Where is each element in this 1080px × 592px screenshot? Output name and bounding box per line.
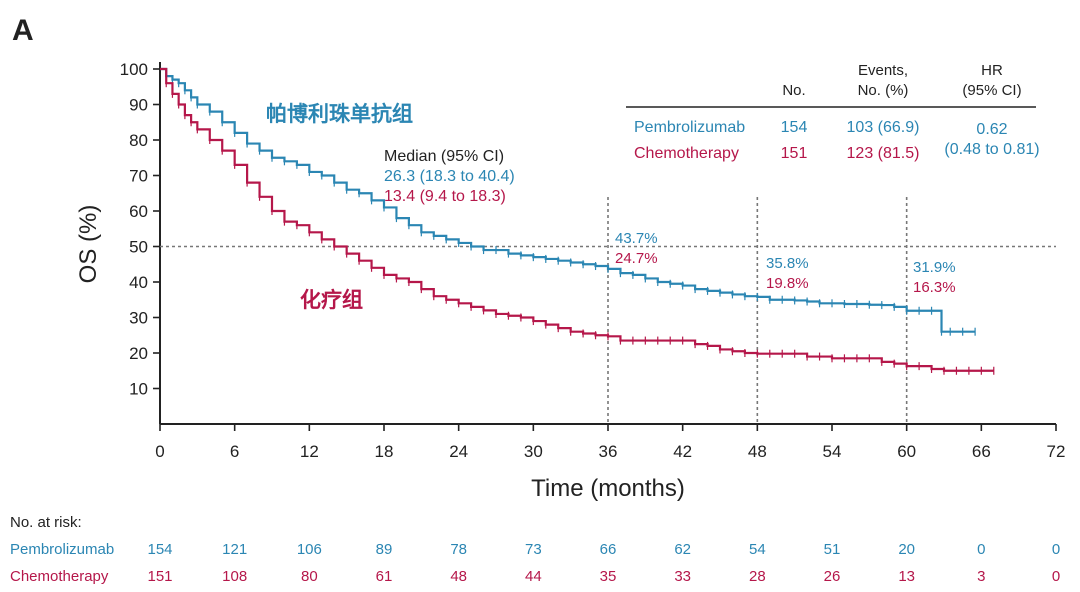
hr-value: 0.62	[976, 121, 1007, 138]
risk-value: 154	[147, 541, 172, 558]
risk-value: 3	[977, 568, 985, 585]
landmark-60-chemo: 16.3%	[913, 279, 956, 296]
x-tick-label-30: 30	[524, 442, 543, 461]
header-events-2: No. (%)	[858, 82, 909, 99]
landmark-36-chemo: 24.7%	[615, 250, 658, 267]
risk-value: 35	[600, 568, 617, 585]
x-tick-label-6: 6	[230, 442, 239, 461]
risk-value: 28	[749, 568, 766, 585]
reference-lines	[160, 197, 1056, 424]
panel-label: A	[12, 14, 34, 47]
y-tick-label-30: 30	[129, 309, 148, 328]
y-tick-label-100: 100	[120, 60, 148, 79]
risk-value: 66	[600, 541, 617, 558]
median-pembro: 26.3 (18.3 to 40.4)	[384, 168, 515, 185]
y-tick-label-70: 70	[129, 167, 148, 186]
hr-ci: (0.48 to 0.81)	[944, 141, 1039, 158]
risk-value: 44	[525, 568, 542, 585]
y-tick-label-90: 90	[129, 96, 148, 115]
x-tick-label-72: 72	[1047, 442, 1066, 461]
risk-value: 89	[376, 541, 393, 558]
risk-value: 20	[898, 541, 915, 558]
x-axis-label: Time (months)	[531, 475, 685, 502]
risk-values: 154 121 106 89 78 73 66 62 54 51 20 0 0 151 108 80 61 48 4…	[147, 541, 1060, 585]
risk-value: 51	[824, 541, 841, 558]
risk-value: 0	[1052, 541, 1060, 558]
header-no: No.	[782, 82, 805, 99]
risk-value: 0	[977, 541, 985, 558]
x-tick-label-66: 66	[972, 442, 991, 461]
y-tick-label-40: 40	[129, 273, 148, 292]
row-chemo-events: 123 (81.5)	[847, 145, 920, 162]
landmark-48-chemo: 19.8%	[766, 275, 809, 292]
landmark-60-pembro: 31.9%	[913, 259, 956, 276]
x-tick-label-48: 48	[748, 442, 767, 461]
risk-value: 62	[674, 541, 691, 558]
risk-value: 33	[674, 568, 691, 585]
summary-table: No. Events, No. (%) HR (95% CI) Pembroli…	[626, 62, 1040, 162]
risk-value: 121	[222, 541, 247, 558]
row-chemo-name: Chemotherapy	[634, 145, 739, 162]
risk-value: 0	[1052, 568, 1060, 585]
y-ticks: 10 20 30 40 50 60 70 80 90 100	[120, 60, 160, 399]
risk-value: 80	[301, 568, 318, 585]
landmark-labels: 43.7% 24.7% 35.8% 19.8% 31.9% 16.3%	[615, 230, 956, 296]
y-tick-label-80: 80	[129, 131, 148, 150]
x-tick-label-54: 54	[823, 442, 842, 461]
x-tick-label-24: 24	[449, 442, 468, 461]
risk-chemo-name: Chemotherapy	[10, 568, 109, 585]
y-tick-label-10: 10	[129, 380, 148, 399]
y-axis-label: OS (%)	[75, 205, 102, 284]
risk-value: 108	[222, 568, 247, 585]
x-tick-label-36: 36	[599, 442, 618, 461]
header-hr-1: HR	[981, 62, 1003, 79]
row-pembro-events: 103 (66.9)	[847, 119, 920, 136]
row-chemo-no: 151	[781, 145, 808, 162]
risk-value: 73	[525, 541, 542, 558]
x-tick-label-0: 0	[155, 442, 164, 461]
header-hr-2: (95% CI)	[962, 82, 1021, 99]
x-tick-label-60: 60	[897, 442, 916, 461]
landmark-48-pembro: 35.8%	[766, 255, 809, 272]
risk-value: 151	[147, 568, 172, 585]
survival-curves	[160, 67, 995, 375]
x-tick-label-12: 12	[300, 442, 319, 461]
risk-value: 61	[376, 568, 393, 585]
risk-value: 106	[297, 541, 322, 558]
y-tick-label-60: 60	[129, 202, 148, 221]
chemo-cn-label: 化疗组	[300, 288, 363, 312]
risk-value: 26	[824, 568, 841, 585]
x-tick-label-18: 18	[375, 442, 394, 461]
y-tick-label-50: 50	[129, 238, 148, 257]
row-pembro-no: 154	[781, 119, 808, 136]
y-tick-label-20: 20	[129, 344, 148, 363]
risk-value: 54	[749, 541, 766, 558]
x-tick-label-42: 42	[673, 442, 692, 461]
risk-pembro-name: Pembrolizumab	[10, 541, 114, 558]
median-chemo: 13.4 (9.4 to 18.3)	[384, 188, 506, 205]
risk-value: 78	[450, 541, 467, 558]
median-title: Median (95% CI)	[384, 148, 504, 165]
pembro-cn-label: 帕博利珠单抗组	[266, 102, 413, 126]
risk-title: No. at risk:	[10, 514, 82, 531]
risk-value: 48	[450, 568, 467, 585]
x-ticks: 0 6 12 18 24 30 36 42 48 54 60 66 72	[155, 424, 1065, 461]
risk-value: 13	[898, 568, 915, 585]
row-pembro-name: Pembrolizumab	[634, 119, 745, 136]
landmark-36-pembro: 43.7%	[615, 230, 658, 247]
header-events-1: Events,	[858, 62, 908, 79]
